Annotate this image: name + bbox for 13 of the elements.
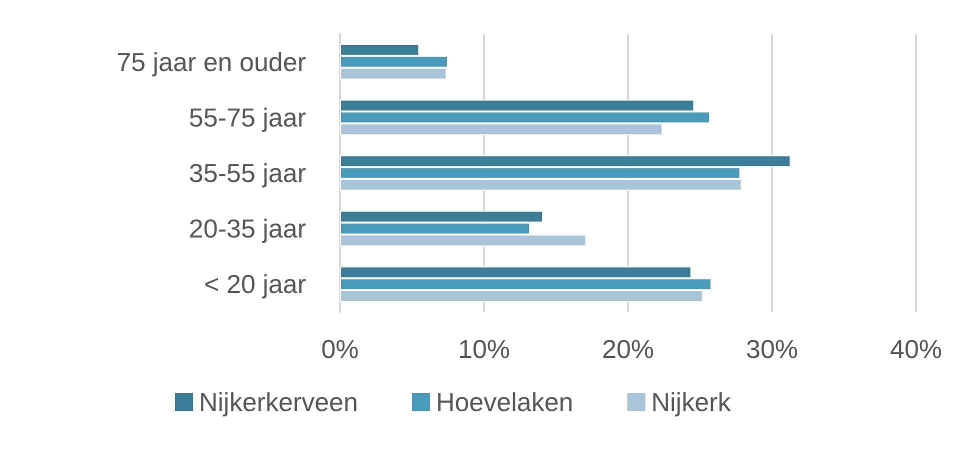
legend-label: Nijkerkerveen [199,387,358,417]
x-tick-label: 20% [602,334,654,364]
y-tick-label: 75 jaar en ouder [116,46,306,77]
legend-label: Hoevelaken [436,387,574,417]
x-tick-label: 10% [458,334,510,364]
y-tick-label: 55-75 jaar [188,102,306,132]
y-tick-label: 20-35 jaar [188,214,306,244]
y-tick-label: < 20 jaar [204,269,306,300]
x-tick-label: 30% [746,334,798,364]
y-tick-label: 35-55 jaar [188,158,306,188]
x-tick-label: 0% [321,334,359,364]
x-tick-label: 40% [890,334,942,364]
legend-label: Nijkerk [651,387,732,417]
